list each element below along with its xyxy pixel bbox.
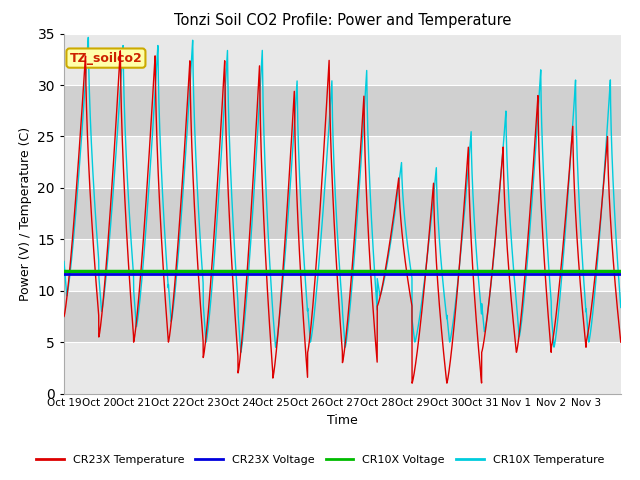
CR23X Temperature [60,313,68,319]
CR10X Temperature [322,167,330,173]
CR10X Temperature [400,204,408,210]
CR23X Temperature [485,300,493,305]
CR10X Temperature [485,300,493,306]
Bar [64,34,621,85]
CR10X Temperature [60,259,68,264]
CR10X Temperature [275,327,282,333]
CR23X Temperature [408,380,416,386]
Bar [64,240,621,291]
CR10X Temperature [237,349,244,355]
CR23X Temperature [322,113,330,119]
Text: TZ_soilco2: TZ_soilco2 [70,51,142,65]
X-axis label: Time: Time [327,414,358,427]
Bar [64,136,621,188]
Title: Tonzi Soil CO2 Profile: Power and Temperature: Tonzi Soil CO2 Profile: Power and Temper… [173,13,511,28]
CR23X Temperature [79,85,87,91]
CR10X Temperature [84,35,92,40]
CR10X Temperature [385,252,392,258]
Y-axis label: Power (V) / Temperature (C): Power (V) / Temperature (C) [19,127,32,300]
CR23X Temperature [116,48,124,54]
Bar [64,188,621,240]
Bar [64,291,621,342]
Line: CR23X Temperature: CR23X Temperature [64,51,621,383]
CR23X Temperature [385,248,392,253]
CR23X Temperature [400,245,408,251]
Legend: CR23X Temperature, CR23X Voltage, CR10X Voltage, CR10X Temperature: CR23X Temperature, CR23X Voltage, CR10X … [31,451,609,469]
CR10X Temperature [79,108,87,114]
CR10X Temperature [617,305,625,311]
Bar [64,85,621,136]
CR23X Temperature [617,339,625,345]
CR23X Temperature [274,329,282,335]
Bar [64,342,621,394]
Line: CR10X Temperature: CR10X Temperature [64,37,621,352]
